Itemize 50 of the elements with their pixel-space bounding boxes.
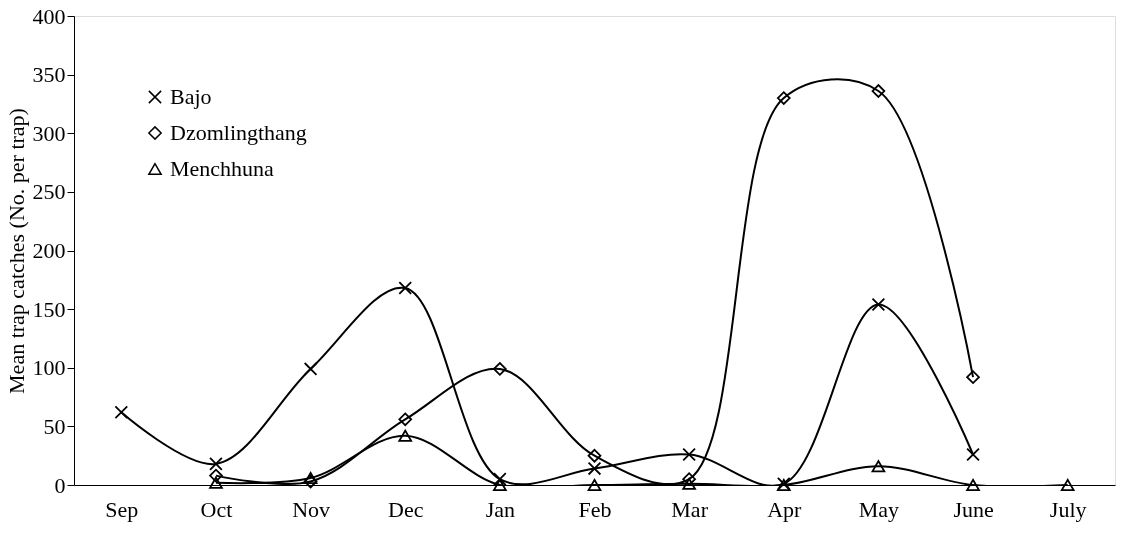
y-tick-label: 100 (32, 355, 66, 381)
x-tick-label: Jan (485, 496, 516, 522)
point (209, 468, 223, 483)
y-tick-label: 0 (54, 472, 66, 498)
point (493, 362, 507, 376)
x-tick-label: Oct (200, 496, 233, 522)
y-tick-label: 400 (32, 3, 66, 29)
y-tick-label: 250 (32, 179, 66, 205)
x-tick-label: Apr (767, 496, 803, 522)
point (493, 472, 507, 486)
point (209, 476, 223, 489)
x-tick-label: Dec (388, 496, 424, 522)
point (587, 478, 602, 492)
point (398, 429, 413, 442)
point (966, 370, 980, 384)
point (966, 447, 980, 462)
x-tick-label: Mar (671, 496, 709, 522)
point (209, 457, 223, 471)
legend-label: Menchhuna (170, 156, 275, 181)
x-tick-label: Sep (105, 496, 139, 522)
point (966, 478, 980, 492)
point (682, 472, 696, 486)
x-tick-label: Feb (578, 496, 612, 522)
y-axis-title: Mean trap catches (No. per trap) (3, 108, 29, 394)
point (1060, 478, 1075, 492)
legend-label: Bajo (170, 84, 212, 109)
point (303, 362, 318, 376)
point (682, 477, 696, 490)
y-tick-label: 150 (32, 296, 66, 322)
x-tick-label: June (953, 496, 994, 522)
point (398, 281, 413, 295)
point (493, 478, 507, 492)
point (114, 405, 129, 420)
point (398, 412, 413, 427)
y-tick-label: 200 (32, 238, 66, 263)
point (587, 448, 602, 463)
point (682, 447, 696, 462)
point (871, 84, 886, 98)
point (587, 461, 602, 476)
point (871, 460, 886, 473)
y-tick-label: 50 (43, 413, 66, 439)
legend-label: Dzomlingthang (170, 120, 307, 145)
point (303, 471, 318, 484)
x-tick-label: May (858, 496, 900, 522)
x-tick-label: July (1049, 496, 1087, 522)
x-tick-label: Nov (292, 496, 331, 522)
point (776, 91, 791, 105)
y-tick-label: 350 (32, 62, 66, 88)
y-tick-label: 300 (32, 120, 66, 146)
point (871, 297, 886, 312)
